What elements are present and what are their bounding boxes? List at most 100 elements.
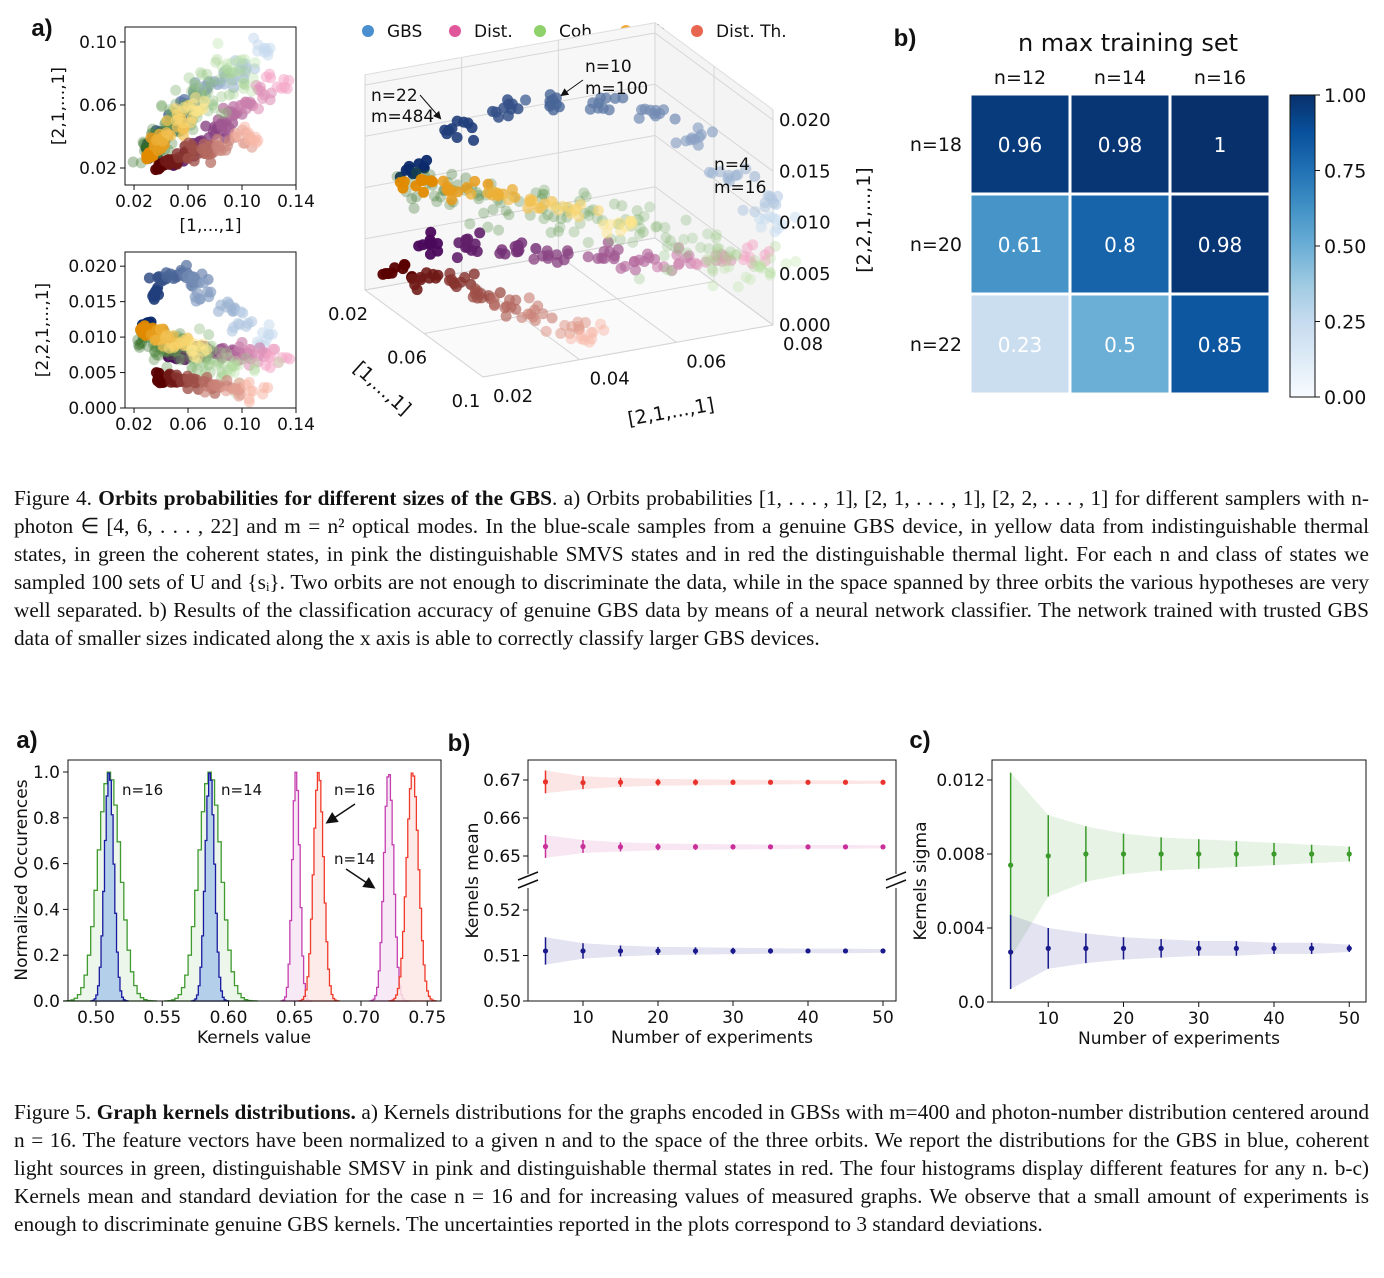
data-point-dist bbox=[260, 359, 272, 371]
data-point bbox=[880, 948, 886, 954]
data-point-coh bbox=[228, 367, 240, 379]
data-point-coh bbox=[216, 366, 228, 378]
data-point-distth bbox=[199, 386, 211, 398]
annotation-m100: m=100 bbox=[585, 79, 648, 99]
data-point-coh bbox=[226, 360, 238, 372]
data-point bbox=[692, 948, 699, 954]
y-tick-label: 0.015 bbox=[68, 293, 117, 313]
data-point-gbs bbox=[468, 134, 480, 146]
data-point-gbs bbox=[692, 139, 704, 151]
data-point-coh bbox=[723, 261, 735, 273]
errorbar-kernels-mean: 10 20 30 40 50 Number of experiments Kernels m… bbox=[463, 759, 907, 1048]
data-point-distth bbox=[232, 129, 244, 141]
data-point-coh bbox=[245, 85, 257, 97]
data-point-th bbox=[547, 200, 559, 212]
data-point-coh bbox=[740, 271, 752, 283]
heatmap-cell bbox=[968, 292, 1072, 396]
data-point bbox=[1271, 945, 1277, 951]
y-axis-label: [2,2,1,...,1] bbox=[33, 283, 53, 377]
data-point-th bbox=[539, 198, 551, 210]
colorbar-tick-label: 0.50 bbox=[1324, 236, 1366, 258]
legend-marker bbox=[691, 25, 703, 37]
data-point-gbs bbox=[749, 170, 761, 182]
cell-value: 0.98 bbox=[1098, 133, 1143, 157]
row-label: n=22 bbox=[910, 334, 962, 356]
arrow bbox=[560, 79, 584, 97]
data-point-coh bbox=[478, 207, 490, 219]
data-point-coh bbox=[138, 138, 150, 150]
data-point-gbs bbox=[498, 102, 510, 114]
data-point bbox=[730, 844, 736, 850]
data-point-coh bbox=[228, 358, 240, 370]
data-point-distth bbox=[198, 138, 210, 150]
annotation-n16: n=16 bbox=[122, 781, 163, 799]
data-point-dist bbox=[671, 249, 683, 261]
data-point-gbs bbox=[772, 222, 784, 234]
x-tick-label: 0.02 bbox=[328, 304, 368, 325]
y-tick-label: 0.012 bbox=[936, 771, 985, 791]
data-point-coh bbox=[730, 248, 742, 260]
data-point-coh bbox=[212, 37, 224, 49]
data-point-gbs bbox=[237, 307, 249, 319]
data-point bbox=[1309, 851, 1315, 857]
data-point-distth bbox=[162, 154, 174, 166]
data-point-dist bbox=[243, 359, 255, 371]
data-point-coh bbox=[205, 78, 217, 90]
data-point-coh bbox=[545, 226, 557, 238]
scatter-orbits-1-3: 0.02 0.06 0.10 0.14 0.000 0.005 0.010 0.015 0.02… bbox=[33, 251, 315, 435]
data-point-coh bbox=[229, 355, 241, 367]
data-point-th bbox=[198, 346, 210, 358]
grid-line bbox=[423, 281, 715, 334]
data-point-coh bbox=[707, 280, 719, 292]
data-point-coh bbox=[149, 345, 161, 357]
data-point-coh bbox=[730, 249, 742, 261]
data-point-dist bbox=[252, 103, 264, 115]
data-point-gbs bbox=[161, 270, 173, 282]
data-point-coh bbox=[207, 99, 219, 111]
data-point-coh bbox=[428, 190, 440, 202]
data-point bbox=[1196, 945, 1202, 951]
data-point-dist bbox=[474, 227, 486, 239]
data-point-distth bbox=[187, 373, 199, 385]
data-point-coh bbox=[664, 235, 676, 247]
x-tick-label: 0.10 bbox=[223, 192, 261, 212]
annotation-n16: n=16 bbox=[334, 781, 375, 799]
data-point-coh bbox=[707, 265, 719, 277]
data-point-gbs bbox=[732, 169, 744, 181]
data-point-coh bbox=[661, 240, 673, 252]
x-tick-label: 0.55 bbox=[143, 1008, 181, 1028]
arrow bbox=[419, 94, 442, 120]
data-point-dist bbox=[216, 352, 228, 364]
data-point-coh bbox=[538, 184, 550, 196]
data-point-coh bbox=[225, 75, 237, 87]
data-point-coh bbox=[660, 232, 672, 244]
x-tick-label: 0.14 bbox=[277, 192, 315, 212]
data-point bbox=[655, 948, 661, 954]
data-point-gbs bbox=[706, 126, 718, 138]
data-point-coh bbox=[225, 361, 237, 373]
data-point-th bbox=[161, 115, 173, 127]
data-point-th bbox=[624, 215, 636, 227]
data-point-dist bbox=[424, 248, 436, 260]
data-point-coh bbox=[195, 67, 207, 79]
data-point-coh bbox=[670, 241, 682, 253]
points bbox=[377, 89, 802, 348]
data-point bbox=[1158, 945, 1164, 951]
x-tick-label: 0.75 bbox=[408, 1008, 446, 1028]
data-point-coh bbox=[224, 366, 236, 378]
data-point-coh bbox=[764, 267, 776, 279]
data-point-coh bbox=[644, 201, 656, 213]
data-point-coh bbox=[638, 210, 650, 222]
data-point bbox=[655, 844, 661, 850]
data-point bbox=[617, 779, 624, 785]
data-point-distth bbox=[469, 288, 481, 300]
data-point-th bbox=[506, 183, 518, 195]
data-point-th bbox=[524, 193, 536, 205]
data-point-distth bbox=[228, 384, 240, 396]
data-point-coh bbox=[217, 357, 229, 369]
data-point-gbs bbox=[714, 166, 726, 178]
caption-body: a) Kernels distributions for the graphs … bbox=[14, 1100, 1369, 1236]
grid-line bbox=[364, 186, 656, 240]
data-point-coh bbox=[769, 240, 781, 252]
axis-break-mark bbox=[517, 879, 539, 889]
